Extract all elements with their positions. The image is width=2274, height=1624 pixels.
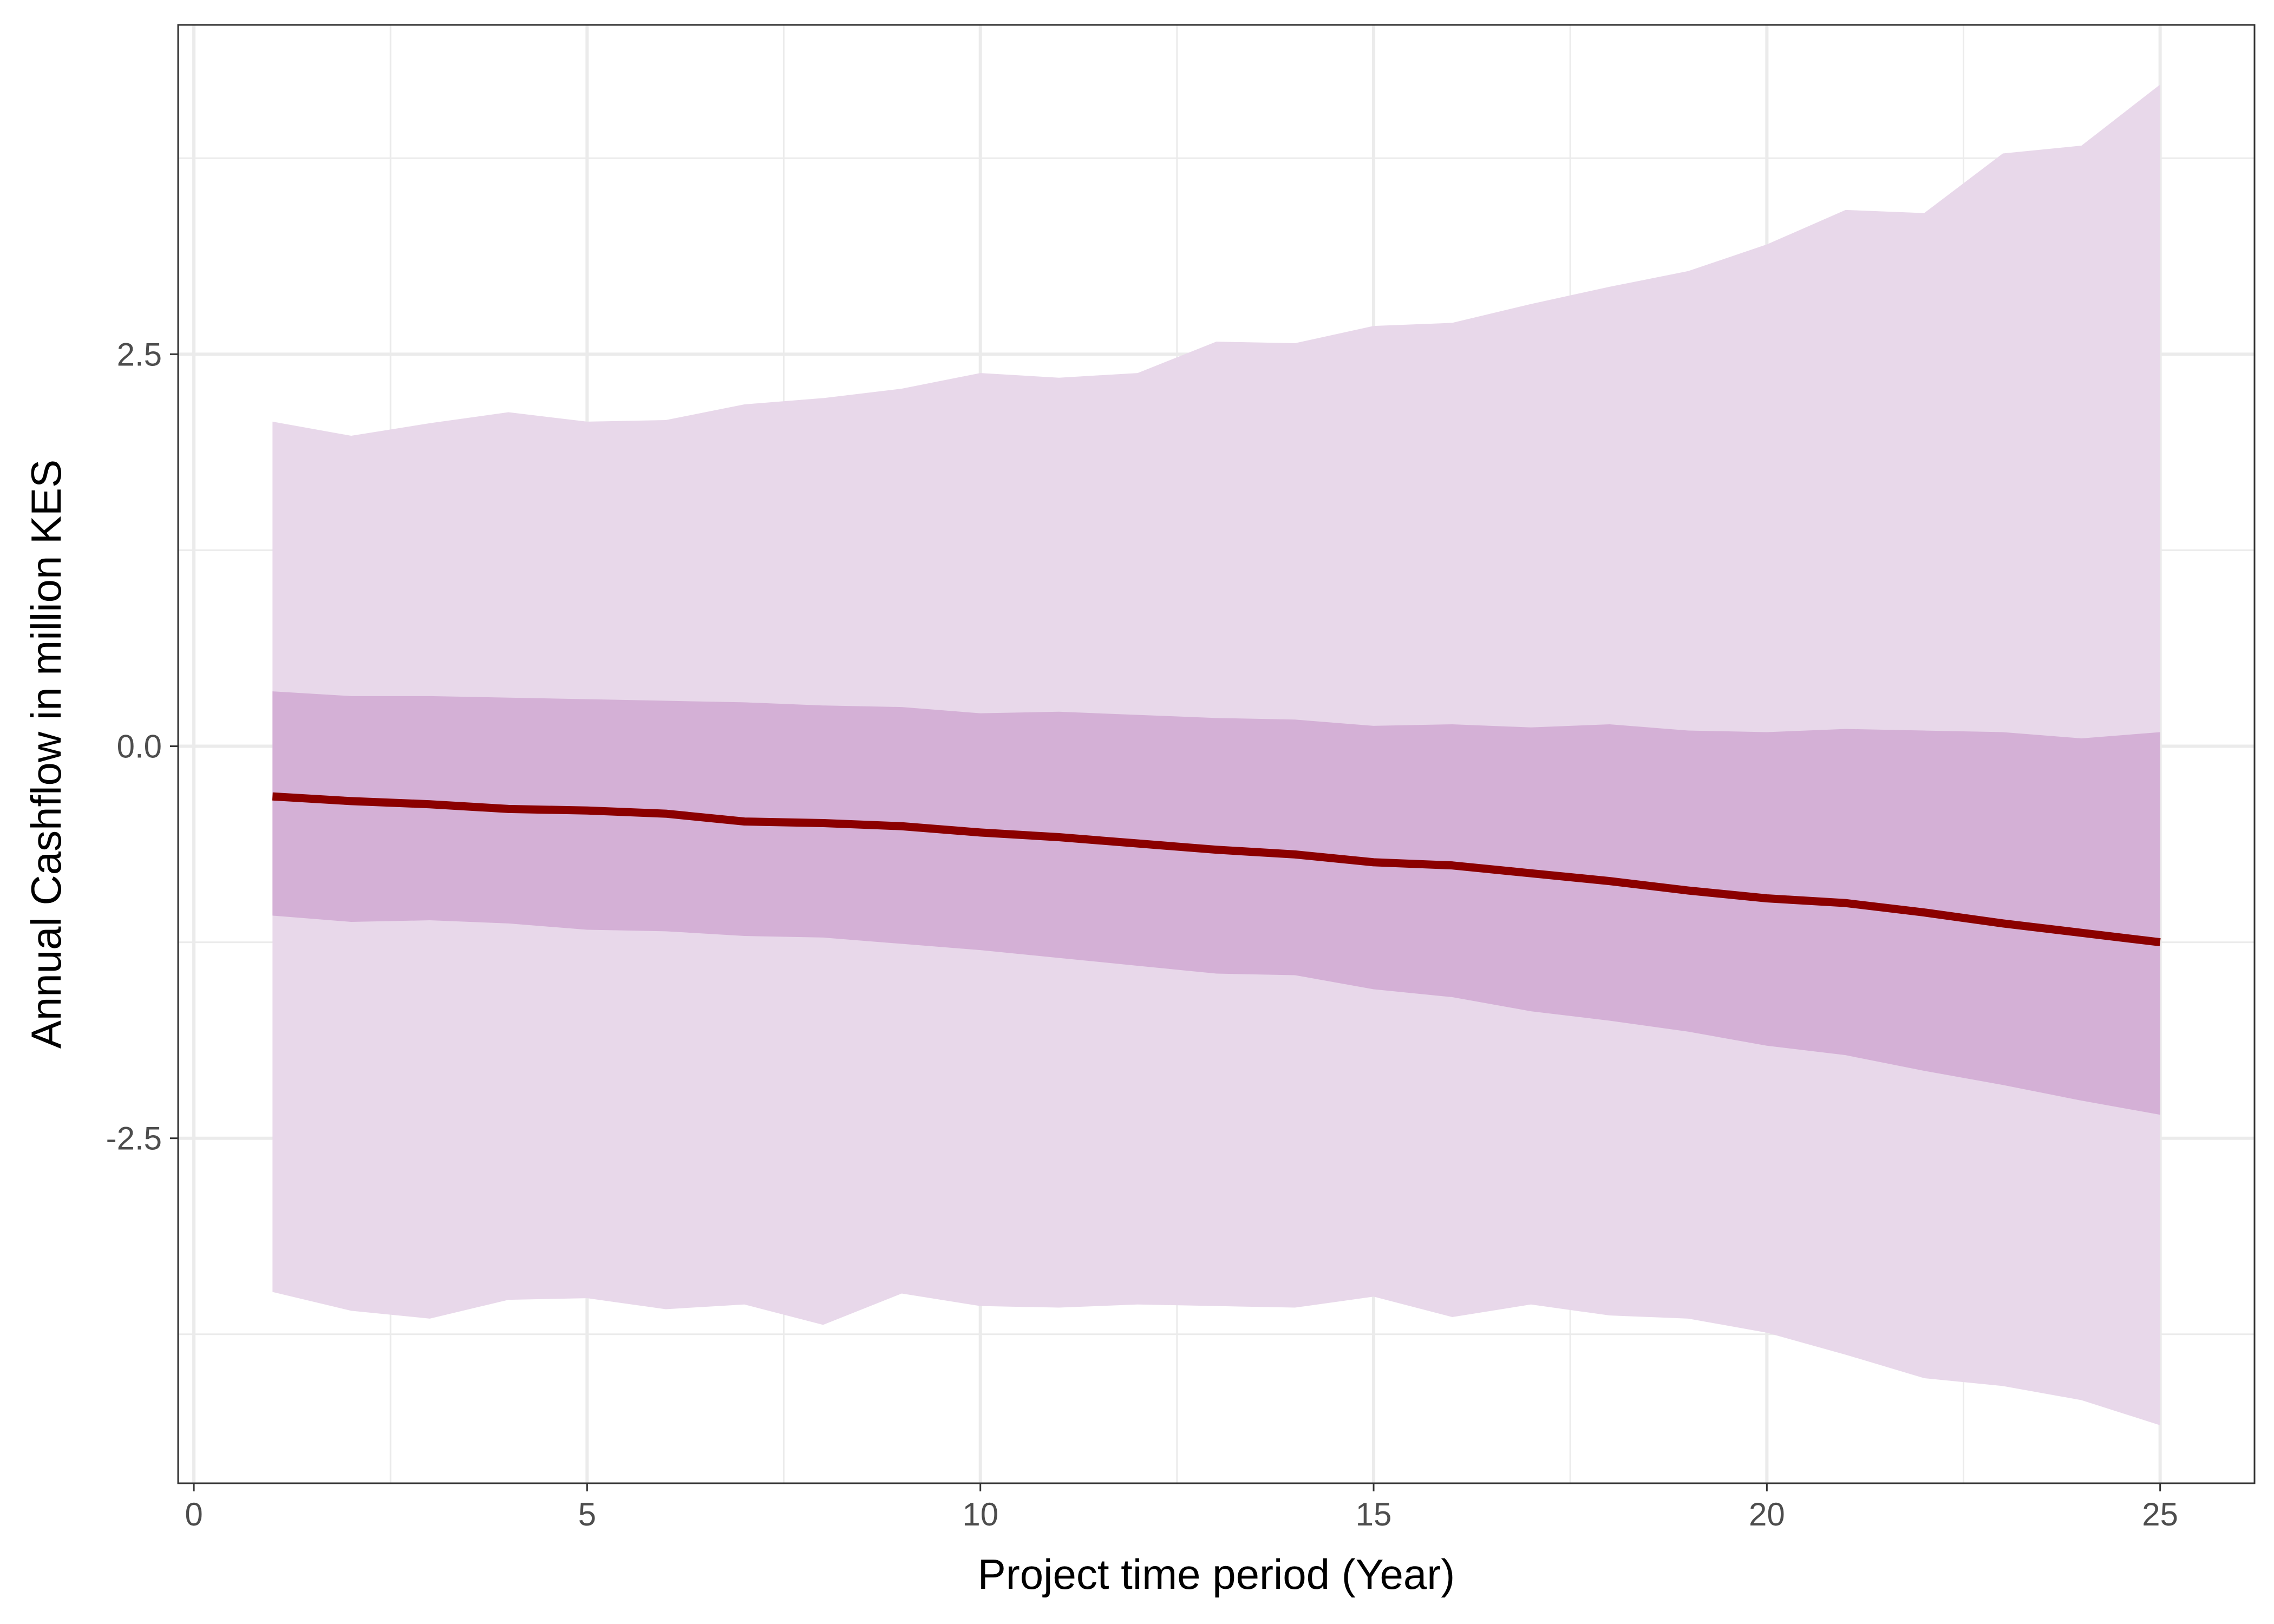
- x-tick-label: 25: [2142, 1496, 2178, 1533]
- x-tick-label: 5: [578, 1496, 596, 1533]
- x-axis: 0 5 10 15 20 25: [185, 1483, 2178, 1533]
- y-tick-label: 2.5: [117, 336, 162, 372]
- y-axis: 2.5 0.0 -2.5: [106, 336, 178, 1157]
- x-axis-title: Project time period (Year): [978, 1550, 1455, 1598]
- median-line: [272, 792, 2161, 947]
- y-tick-label: -2.5: [106, 1121, 162, 1157]
- series-lines: [272, 792, 2161, 947]
- x-tick-label: 10: [962, 1496, 998, 1533]
- x-tick-label: 0: [185, 1496, 202, 1533]
- band-1: [272, 691, 2160, 1115]
- x-tick-label: 15: [1356, 1496, 1392, 1533]
- panel-border: [177, 24, 2256, 1484]
- y-tick-label: 0.0: [117, 729, 162, 765]
- confidence-bands: [272, 84, 2160, 1425]
- y-axis-title: Annual Cashflow in million KES: [22, 460, 70, 1049]
- x-tick-label: 20: [1749, 1496, 1785, 1533]
